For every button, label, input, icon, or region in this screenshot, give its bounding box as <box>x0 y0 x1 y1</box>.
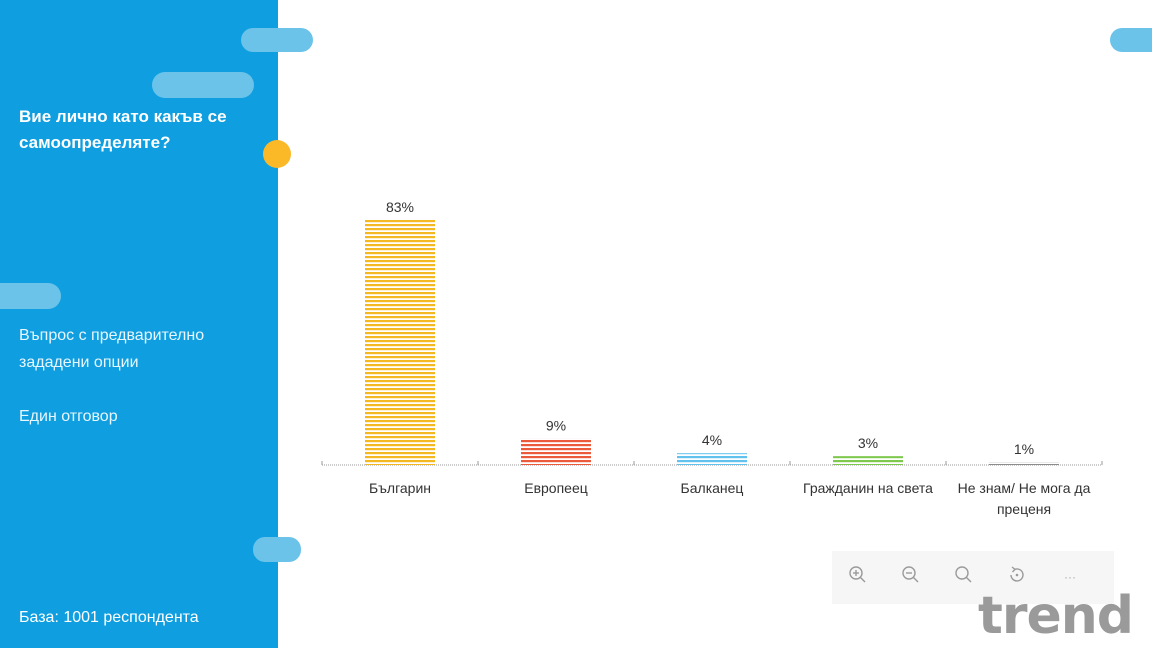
bar-4[interactable] <box>833 456 903 465</box>
accent-dot <box>263 140 291 168</box>
category-label: Гражданин на света <box>803 480 933 496</box>
zoom-in-icon[interactable] <box>846 565 870 589</box>
decor-pill <box>0 283 61 309</box>
bar-chart: 83% Българин 9% Европеец 4% Балканец 3% Граждан… <box>321 199 1103 517</box>
decor-pill <box>152 72 254 98</box>
category-label: преценя <box>997 501 1051 517</box>
answer-type: Един отговор <box>19 408 118 425</box>
decor-pill <box>1110 28 1152 52</box>
category-label: Не знам/ Не мога да <box>958 480 1091 496</box>
zoom-out-icon[interactable] <box>899 565 923 589</box>
decor-pill <box>241 28 313 52</box>
category-label: Европеец <box>524 480 588 496</box>
reset-icon[interactable] <box>1005 565 1029 589</box>
bar-2[interactable] <box>521 438 591 465</box>
data-label: 3% <box>858 435 878 451</box>
data-label: 83% <box>386 199 414 215</box>
bar-5[interactable] <box>989 462 1059 465</box>
sidebar: Вие лично като какъв се самоопределяте? … <box>0 0 278 648</box>
data-label: 9% <box>546 417 566 433</box>
search-icon[interactable] <box>952 565 976 589</box>
chart-toolbar: ··· <box>832 551 1114 604</box>
question-description: Въпрос с предварително зададени опции <box>19 327 205 371</box>
decor-pill <box>253 537 301 562</box>
respondent-base: База: 1001 респондента <box>19 609 199 626</box>
data-label: 1% <box>1014 441 1034 457</box>
question-title: Вие лично като какъв се самоопределяте? <box>19 107 227 152</box>
category-label: Балканец <box>681 480 744 496</box>
bar-3[interactable] <box>677 453 747 465</box>
bar-1[interactable] <box>365 220 435 465</box>
more-icon[interactable]: ··· <box>1064 570 1076 584</box>
data-label: 4% <box>702 432 722 448</box>
category-label: Българин <box>369 480 431 496</box>
trend-logo: trend <box>978 586 1134 646</box>
